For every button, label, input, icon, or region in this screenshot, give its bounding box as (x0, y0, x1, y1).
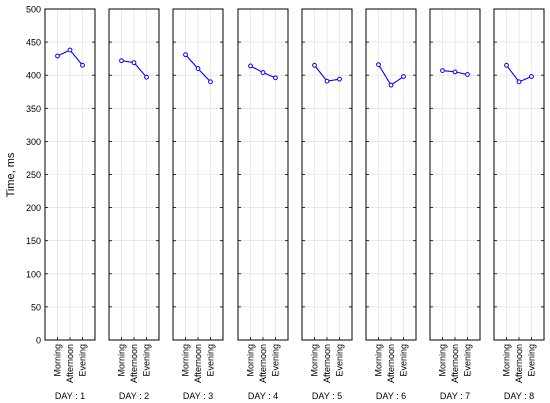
panel-day-4: Morning Afternoon Evening DAY : 4 (237, 8, 289, 401)
x-tick-label: Afternoon (386, 344, 396, 383)
x-tick-label: Evening (527, 344, 537, 377)
x-tick-label: Evening (206, 344, 216, 377)
panel-day-3: Morning Afternoon Evening DAY : 3 (172, 8, 224, 401)
data-point (131, 60, 137, 66)
y-tick-label: 100 (26, 269, 41, 279)
data-point (67, 47, 73, 53)
y-tick-label: 400 (26, 71, 41, 81)
panel-frame (44, 8, 96, 341)
panel-frame (172, 8, 224, 341)
y-axis: 0 50 100 150 200 250 300 350 400 450 500 (26, 5, 41, 346)
x-tick-label: Morning (181, 344, 191, 377)
x-tick-label: Evening (142, 344, 152, 377)
x-tick-label: Afternoon (193, 344, 203, 383)
panel-frame (301, 8, 353, 341)
data-point (388, 82, 394, 88)
panel-label: DAY : 8 (504, 391, 534, 401)
x-tick-label: Afternoon (65, 344, 75, 383)
panel-frame (493, 8, 545, 341)
data-point (337, 76, 342, 82)
x-tick-label: Morning (502, 344, 512, 377)
panel-day-6: Morning Afternoon Evening DAY : 6 (365, 8, 417, 401)
x-tick-label: Evening (271, 344, 281, 377)
x-tick-label: Evening (335, 344, 345, 377)
data-point (401, 74, 406, 79)
x-tick-label: Morning (438, 344, 448, 377)
panel-frame (108, 8, 160, 341)
panel-frame (365, 8, 417, 341)
y-tick-label: 500 (26, 5, 41, 15)
data-point (452, 69, 458, 75)
y-tick-label: 250 (26, 170, 41, 180)
x-tick-label: Afternoon (322, 344, 332, 383)
x-tick-label: Evening (399, 344, 409, 377)
data-point (376, 62, 381, 68)
data-point (119, 58, 124, 64)
x-tick-label: Morning (374, 344, 384, 377)
y-axis-label: Time, ms (5, 152, 17, 197)
panel-label: DAY : 3 (183, 391, 213, 401)
x-tick-label: Morning (117, 344, 127, 377)
data-point (324, 78, 330, 84)
y-tick-label: 450 (26, 38, 41, 48)
data-point (260, 70, 266, 75)
data-point (516, 79, 522, 85)
data-point (504, 62, 509, 68)
data-point (208, 79, 213, 85)
data-point (312, 62, 317, 68)
panel-label: DAY : 7 (440, 391, 470, 401)
data-point (440, 68, 445, 73)
x-tick-label: Afternoon (258, 344, 268, 383)
x-tick-label: Morning (246, 344, 256, 377)
panel-label: DAY : 6 (376, 391, 406, 401)
data-point (273, 75, 278, 81)
x-tick-label: Afternoon (514, 344, 524, 383)
panel-day-1: Morning Afternoon Evening DAY : 1 (44, 8, 96, 401)
data-point (80, 62, 85, 68)
panel-day-2: Morning Afternoon Evening DAY : 2 (108, 8, 160, 401)
data-point (55, 53, 60, 59)
data-point (529, 74, 534, 79)
x-tick-label: Afternoon (129, 344, 139, 383)
panel-day-5: Morning Afternoon Evening DAY : 5 (301, 8, 353, 401)
x-tick-label: Evening (463, 344, 473, 377)
y-tick-label: 0 (36, 336, 41, 346)
panel-label: DAY : 1 (55, 391, 85, 401)
data-point (465, 72, 470, 77)
panel-frame (429, 8, 481, 341)
y-tick-label: 50 (31, 302, 41, 312)
x-tick-label: Morning (310, 344, 320, 377)
panel-label: DAY : 5 (312, 391, 342, 401)
x-tick-label: Morning (53, 344, 63, 377)
panel-frame (237, 8, 289, 341)
y-tick-label: 300 (26, 137, 41, 147)
data-point (195, 66, 201, 71)
y-tick-label: 200 (26, 203, 41, 213)
y-tick-label: 350 (26, 104, 41, 114)
x-tick-label: Evening (78, 344, 88, 377)
panel-day-7: Morning Afternoon Evening DAY : 7 (429, 8, 481, 401)
data-point (248, 63, 253, 69)
panel-label: DAY : 2 (119, 391, 149, 401)
panel-label: DAY : 4 (248, 391, 278, 401)
data-point (144, 74, 149, 80)
panel-day-8: Morning Afternoon Evening DAY : 8 (493, 8, 545, 401)
data-point (183, 52, 188, 58)
y-tick-label: 150 (26, 236, 41, 246)
x-tick-label: Afternoon (450, 344, 460, 383)
